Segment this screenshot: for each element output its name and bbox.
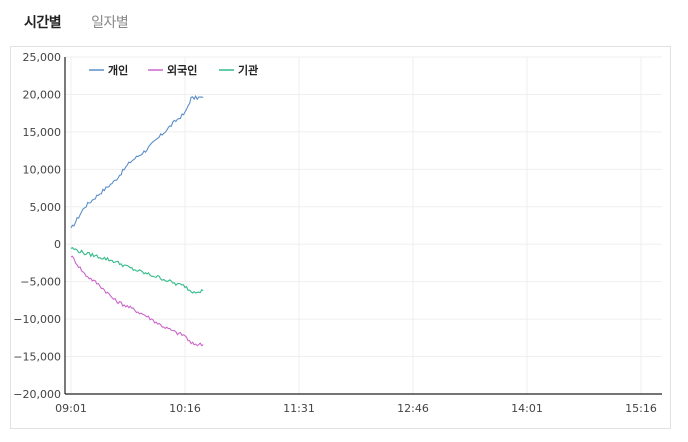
legend: 개인 외국인 기관 xyxy=(89,63,258,77)
x-tick-label: 11:31 xyxy=(283,402,315,415)
y-tick-label: −5,000 xyxy=(20,276,61,289)
series-lines xyxy=(70,94,204,347)
tab-hourly[interactable]: 시간별 xyxy=(24,15,62,31)
legend-label[interactable]: 기관 xyxy=(238,63,258,77)
series-line-1 xyxy=(70,255,204,347)
chart-frame xyxy=(10,46,671,429)
tab-bar: 시간별 일자별 xyxy=(24,12,129,32)
x-axis: 09:01 10:16 11:31 12:46 14:01 15:16 xyxy=(55,393,662,415)
x-tick-label: 12:46 xyxy=(397,402,429,415)
legend-label[interactable]: 외국인 xyxy=(167,63,197,77)
y-tick-label: 15,000 xyxy=(23,126,62,139)
series-line-2 xyxy=(70,246,204,294)
y-tick-label: 25,000 xyxy=(23,51,62,64)
x-tick-label: 09:01 xyxy=(55,402,87,415)
x-tick-label: 14:01 xyxy=(511,402,543,415)
tab-daily[interactable]: 일자별 xyxy=(91,15,129,31)
grid-lines xyxy=(65,56,662,394)
y-tick-label: −10,000 xyxy=(13,313,61,326)
y-tick-label: 0 xyxy=(54,238,61,251)
y-tick-label: 5,000 xyxy=(30,201,62,214)
x-tick-label: 10:16 xyxy=(169,402,201,415)
y-tick-label: 20,000 xyxy=(23,88,62,101)
x-tick-label: 15:16 xyxy=(625,402,657,415)
y-tick-label: −15,000 xyxy=(13,351,61,364)
y-axis: 25,000 20,000 15,000 10,000 5,000 0 −5,000 −10,… xyxy=(13,51,66,401)
legend-label[interactable]: 개인 xyxy=(108,63,128,77)
y-tick-label: 10,000 xyxy=(23,163,62,176)
series-line-0 xyxy=(70,94,204,229)
y-tick-label: −20,000 xyxy=(13,388,61,401)
